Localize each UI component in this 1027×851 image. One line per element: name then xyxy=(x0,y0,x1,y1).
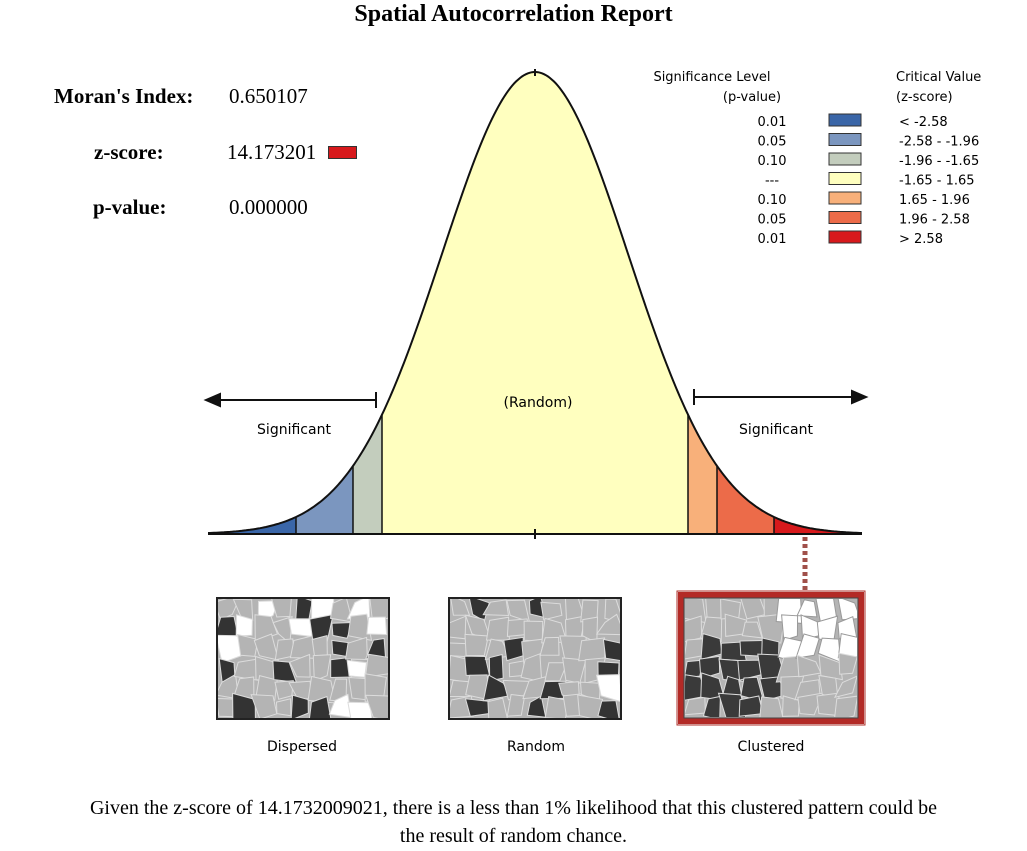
legend-pvalue-4: 0.10 xyxy=(758,193,787,208)
right-significant-label: Significant xyxy=(739,422,813,438)
band-lt-258 xyxy=(208,72,296,534)
legend-sig-header-1: Significance Level xyxy=(653,70,770,85)
pattern-label-clustered: Clustered xyxy=(738,739,805,755)
legend-zscore-2: -1.96 - -1.65 xyxy=(899,154,979,169)
legend-pvalue-5: 0.05 xyxy=(758,213,787,228)
legend-zscore-0: < -2.58 xyxy=(899,115,948,130)
legend-crit-header-1: Critical Value xyxy=(896,70,981,85)
legend-swatch-0 xyxy=(828,113,862,127)
right-arrow xyxy=(693,389,869,405)
zscore-value: 14.173201 xyxy=(227,140,317,164)
zscore-label: z-score: xyxy=(94,140,164,164)
legend-pvalue-1: 0.05 xyxy=(758,135,787,150)
band-dividers xyxy=(295,414,775,534)
band-258-196 xyxy=(296,72,353,534)
morans-index-value: 0.650107 xyxy=(229,84,308,108)
bell-curve-fill xyxy=(208,72,862,534)
legend-sig-header-2: (p-value) xyxy=(723,90,781,105)
legend-zscore-4: 1.65 - 1.96 xyxy=(899,193,970,208)
legend-zscore-5: 1.96 - 2.58 xyxy=(899,213,970,228)
conclusion-text: Given the z-score of 14.1732009021, ther… xyxy=(0,794,1027,850)
random-center-label: (Random) xyxy=(504,395,573,411)
band-165-196 xyxy=(688,72,717,534)
legend-swatch-4 xyxy=(828,191,862,205)
legend-zscore-3: -1.65 - 1.65 xyxy=(899,174,975,189)
band-gt-258 xyxy=(774,72,862,534)
legend-pvalue-6: 0.01 xyxy=(758,232,787,247)
legend-swatch-5 xyxy=(828,211,862,224)
pattern-label-dispersed: Dispersed xyxy=(267,739,337,755)
legend-zscore-1: -2.58 - -1.96 xyxy=(899,135,979,150)
zscore-color-swatch xyxy=(328,146,357,159)
conclusion-line-2: the result of random chance. xyxy=(399,825,628,847)
pattern-map-random xyxy=(448,597,622,720)
legend-pvalue-2: 0.10 xyxy=(758,154,787,169)
pvalue-value: 0.000000 xyxy=(229,195,308,219)
morans-index-label: Moran's Index: xyxy=(54,84,194,108)
band-196-165 xyxy=(353,72,382,534)
pvalue-label: p-value: xyxy=(93,195,167,219)
left-arrow xyxy=(203,392,377,408)
legend: Significance Level (p-value) Critical Va… xyxy=(653,70,981,247)
legend-crit-header-2: (z-score) xyxy=(896,90,953,105)
left-significant-label: Significant xyxy=(257,422,331,438)
legend-swatch-6 xyxy=(828,230,862,244)
pattern-map-dispersed xyxy=(216,597,390,720)
legend-swatch-1 xyxy=(828,133,862,146)
legend-pvalue-3: --- xyxy=(765,174,779,189)
legend-swatch-2 xyxy=(828,152,862,166)
legend-swatch-3 xyxy=(828,172,862,185)
legend-zscore-6: > 2.58 xyxy=(899,232,943,247)
conclusion-line-1: Given the z-score of 14.1732009021, ther… xyxy=(89,797,937,819)
pattern-map-clustered xyxy=(676,590,866,726)
report-title: Spatial Autocorrelation Report xyxy=(354,1,673,27)
band-196-258 xyxy=(717,72,774,534)
pattern-label-random: Random xyxy=(507,739,565,755)
legend-pvalue-0: 0.01 xyxy=(758,115,787,130)
